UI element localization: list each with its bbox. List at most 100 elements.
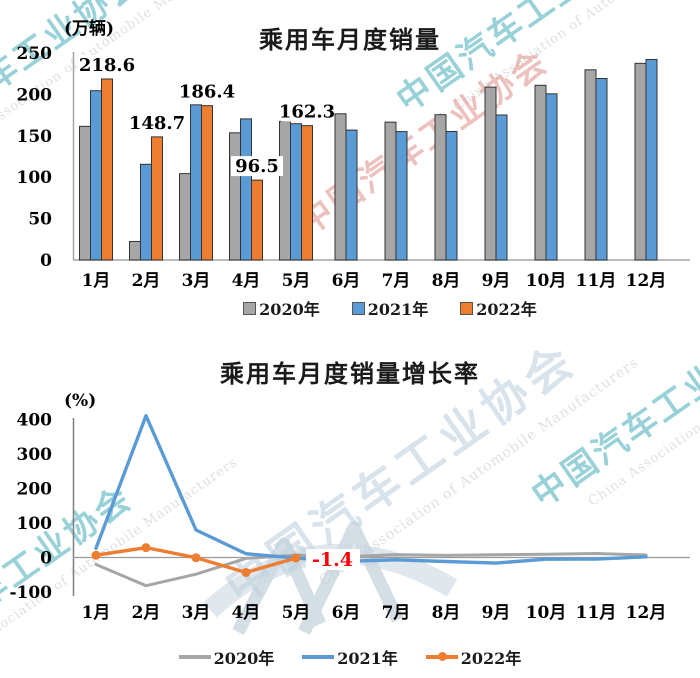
marker-2022年-5月: [291, 553, 301, 563]
legend-item-2022年: 2022年: [425, 645, 522, 669]
legend-label: 2021年: [367, 300, 429, 319]
bar-value-label: 162.3: [279, 102, 335, 123]
bar-2020年-8月: [434, 114, 447, 261]
bar-2021年-3月: [190, 104, 202, 261]
bar-value-label-bg: [281, 101, 333, 122]
y-tick-label: -100: [9, 583, 52, 603]
x-tick-label: 12月: [626, 271, 667, 291]
y-tick-label: 200: [17, 480, 53, 500]
legend-line-swatch: [425, 652, 458, 661]
line-chart-legend: 2020年 2021年 2022年: [0, 645, 700, 669]
bar-2020年-5月: [279, 120, 291, 261]
legend-item-2021年: 2021年: [302, 645, 398, 669]
x-tick-label: 7月: [382, 271, 411, 291]
y-tick-label: 400: [17, 411, 53, 431]
y-tick-label: 0: [40, 251, 52, 271]
x-tick-label: 10月: [526, 603, 567, 623]
bar-2021年-1月: [90, 90, 102, 261]
line-chart-unit-label: (%): [64, 391, 97, 411]
x-tick-label: 4月: [232, 603, 261, 623]
legend-swatch: [243, 301, 257, 315]
bar-2020年-4月: [229, 132, 241, 261]
legend-line-swatch: [178, 655, 211, 659]
bar-2021年-2月: [140, 163, 152, 261]
bar-value-label: 96.5: [235, 156, 279, 177]
bar-2020年-1月: [79, 125, 91, 261]
marker-2022年-2月: [141, 543, 151, 553]
x-tick-label: 1月: [82, 271, 111, 291]
marker-2022年-3月: [191, 553, 201, 563]
legend-item-2022年: 2022年: [460, 296, 537, 320]
legend-swatch: [351, 301, 365, 315]
legend-marker-dot: [437, 652, 447, 661]
x-tick-label: 6月: [332, 603, 361, 623]
legend-label: 2020年: [213, 649, 275, 668]
y-tick-label: 100: [17, 168, 53, 188]
x-tick-label: 12月: [626, 603, 667, 623]
bar-2022年-1月: [101, 78, 113, 261]
bar-2022年-5月: [301, 125, 313, 261]
bar-2021年-9月: [495, 114, 508, 261]
bar-2020年-6月: [334, 113, 347, 261]
legend-item-2020年: 2020年: [243, 296, 320, 320]
y-tick-label: 0: [40, 549, 52, 569]
x-tick-label: 11月: [576, 271, 617, 291]
legend-line-swatch: [302, 655, 335, 659]
bar-chart-plot: 0 50 100 150 200 250 1月 2月 3月 4月 5月 6月 7月 8月 9月 10月 11月 1…: [17, 44, 690, 291]
bar-value-label: 186.4: [179, 82, 235, 103]
x-tick-label: 6月: [332, 271, 361, 291]
x-tick-label: 3月: [182, 271, 211, 291]
bar-2020年-10月: [534, 84, 547, 261]
bar-value-label-bg: [181, 81, 233, 102]
x-tick-label: 4月: [232, 271, 261, 291]
bar-chart-title: 乘用车月度销量: [259, 25, 441, 54]
x-tick-label: 9月: [482, 603, 511, 623]
bar-2021年-10月: [545, 93, 558, 261]
y-tick-label: 50: [28, 210, 52, 230]
bar-2020年-9月: [484, 86, 497, 261]
marker-2022年-4月: [241, 567, 251, 577]
legend-label: 2020年: [259, 300, 320, 319]
bar-2022年-3月: [201, 105, 213, 261]
x-tick-label: 2月: [132, 603, 161, 623]
y-tick-label: 100: [17, 514, 53, 534]
line-2021年: [94, 414, 648, 565]
line-chart-plot: -100 0 100 200 300 400 1月 2月 3月 4月 5月 6月 7月 8月 9月 10月 11…: [9, 411, 690, 623]
x-tick-label: 5月: [282, 271, 311, 291]
marker-2022年-1月: [91, 550, 101, 560]
bar-2020年-12月: [634, 62, 647, 261]
legend-label: 2022年: [460, 649, 522, 668]
bar-2022年-2月: [151, 136, 163, 261]
x-tick-label: 2月: [132, 271, 161, 291]
bar-2021年-12月: [645, 58, 658, 261]
bar-2021年-11月: [595, 78, 608, 261]
y-tick-label: 200: [17, 85, 53, 105]
bar-2021年-4月: [240, 118, 252, 261]
bar-value-label-bg: [131, 112, 183, 133]
y-tick-label: 150: [17, 127, 53, 147]
x-tick-label: 7月: [382, 603, 411, 623]
bar-2021年-7月: [395, 131, 408, 261]
legend-item-2021年: 2021年: [351, 296, 429, 320]
bar-value-label: 148.7: [129, 113, 185, 134]
bar-value-label-bg: [81, 54, 133, 75]
legend-swatch: [460, 301, 474, 315]
x-tick-label: 9月: [482, 271, 511, 291]
bar-chart-legend: 2020年 2021年 2022年: [0, 296, 700, 320]
x-tick-label: 3月: [182, 603, 211, 623]
legend-item-2020年: 2020年: [178, 645, 275, 669]
bar-value-label-bg: [231, 156, 283, 177]
line-chart-title: 乘用车月度销量增长率: [220, 359, 480, 388]
y-tick-label: 250: [17, 44, 53, 64]
bar-chart-unit-label: (万辆): [64, 19, 115, 39]
bar-2022年-4月: [251, 179, 263, 261]
legend-label: 2022年: [476, 300, 537, 319]
bar-2020年-7月: [384, 121, 397, 261]
legend-label: 2021年: [337, 649, 398, 668]
x-tick-label: 5月: [282, 603, 311, 623]
annotation-label: -1.4: [312, 549, 353, 571]
bar-2020年-11月: [584, 69, 597, 261]
y-tick-label: 300: [17, 445, 53, 465]
bar-2021年-8月: [445, 130, 458, 261]
